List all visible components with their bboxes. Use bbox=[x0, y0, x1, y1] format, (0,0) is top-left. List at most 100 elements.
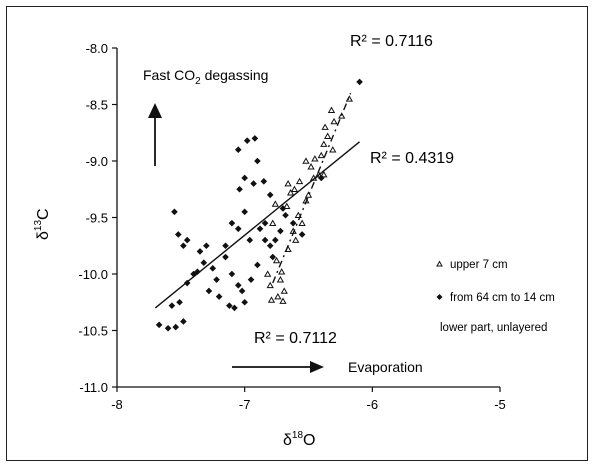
data-point-64-to-14cm bbox=[238, 287, 246, 295]
legend-diamond-marker bbox=[436, 294, 443, 300]
data-point-upper-7cm bbox=[307, 163, 315, 170]
right-arrow bbox=[232, 361, 324, 373]
data-point-64-to-14cm bbox=[277, 227, 284, 235]
trendline-all bbox=[154, 141, 361, 309]
data-point-upper-7cm bbox=[266, 281, 274, 289]
data-point-64-to-14cm bbox=[183, 279, 191, 287]
x-tick-label: -8 bbox=[111, 397, 123, 412]
data-point-upper-7cm bbox=[263, 270, 272, 277]
data-point-upper-7cm bbox=[330, 117, 338, 125]
legend-upper-label: upper 7 cm bbox=[450, 259, 508, 271]
data-point-64-to-14cm bbox=[247, 276, 255, 283]
data-point-upper-7cm bbox=[338, 112, 346, 119]
data-point-64-to-14cm bbox=[209, 265, 217, 272]
data-point-64-to-14cm bbox=[236, 185, 243, 193]
data-point-64-to-14cm bbox=[261, 236, 269, 244]
data-point-64-to-14cm bbox=[226, 302, 233, 309]
evaporation-label: Evaporation bbox=[348, 359, 423, 375]
data-point-upper-7cm bbox=[323, 132, 332, 139]
data-point-64-to-14cm bbox=[243, 137, 251, 144]
legend-triangle-marker bbox=[436, 260, 443, 267]
data-point-64-to-14cm bbox=[241, 298, 248, 306]
data-point-64-to-14cm bbox=[172, 323, 180, 331]
legend-note: lower part, unlayered bbox=[440, 322, 547, 334]
r2-mid-label: R² = 0.4319 bbox=[370, 150, 454, 167]
data-point-upper-7cm bbox=[276, 276, 285, 283]
data-point-upper-7cm bbox=[272, 256, 281, 264]
data-point-upper-7cm bbox=[286, 189, 295, 196]
data-point-64-to-14cm bbox=[194, 268, 201, 276]
y-tick-label: -9.0 bbox=[86, 154, 108, 169]
data-point-upper-7cm bbox=[320, 170, 328, 178]
data-point-64-to-14cm bbox=[251, 135, 259, 142]
data-point-upper-7cm bbox=[320, 140, 328, 147]
data-point-64-to-14cm bbox=[215, 293, 223, 300]
data-point-64-to-14cm bbox=[261, 219, 269, 227]
data-point-64-to-14cm bbox=[260, 178, 268, 185]
data-point-64-to-14cm bbox=[234, 225, 242, 233]
data-point-64-to-14cm bbox=[282, 211, 289, 219]
legend: upper 7 cm from 64 cm to 14 cm lower par… bbox=[436, 259, 555, 334]
y-tick-label: -10.5 bbox=[78, 324, 108, 339]
data-point-64-to-14cm bbox=[200, 259, 208, 266]
x-tick-label: -7 bbox=[239, 397, 251, 412]
r2-top-label: R² = 0.7116 bbox=[350, 33, 433, 50]
data-point-upper-7cm bbox=[284, 245, 292, 252]
y-tick-label: -11.0 bbox=[79, 380, 108, 395]
r2-bottom-label: R² = 0.7112 bbox=[254, 330, 337, 347]
data-point-64-to-14cm bbox=[228, 219, 236, 227]
data-point-upper-7cm bbox=[315, 170, 323, 178]
data-point-64-to-14cm bbox=[180, 242, 187, 250]
data-point-64-to-14cm bbox=[213, 276, 220, 283]
data-point-64-to-14cm bbox=[356, 78, 363, 86]
data-point-upper-7cm bbox=[302, 196, 310, 204]
data-point-upper-7cm bbox=[298, 219, 306, 226]
data-point-64-to-14cm bbox=[222, 253, 229, 261]
data-point-64-to-14cm bbox=[228, 270, 236, 278]
data-point-upper-7cm bbox=[290, 185, 299, 193]
data-point-64-to-14cm bbox=[168, 302, 176, 309]
y-tick-label: -8.5 bbox=[86, 98, 108, 113]
data-point-64-to-14cm bbox=[272, 236, 279, 244]
data-point-64-to-14cm bbox=[289, 219, 297, 227]
y-tick-label: -10.0 bbox=[78, 267, 108, 282]
data-point-upper-7cm bbox=[289, 227, 297, 234]
data-point-upper-7cm bbox=[280, 287, 288, 294]
data-point-upper-7cm bbox=[321, 123, 329, 130]
data-point-upper-7cm bbox=[304, 191, 313, 198]
data-point-upper-7cm bbox=[274, 292, 282, 300]
data-point-64-to-14cm bbox=[231, 304, 238, 312]
fast-degassing-label: Fast CO2 degassing bbox=[143, 67, 268, 87]
data-point-upper-7cm bbox=[269, 219, 277, 226]
data-point-64-to-14cm bbox=[234, 282, 242, 289]
data-point-64-to-14cm bbox=[256, 225, 264, 233]
data-point-upper-7cm bbox=[309, 174, 318, 181]
data-point-upper-7cm bbox=[278, 268, 286, 275]
data-point-64-to-14cm bbox=[269, 253, 277, 261]
data-point-64-to-14cm bbox=[183, 236, 191, 244]
legend-lower-label: from 64 cm to 14 cm bbox=[450, 292, 555, 304]
data-point-64-to-14cm bbox=[254, 261, 261, 269]
data-point-64-to-14cm bbox=[250, 180, 257, 187]
up-arrow bbox=[148, 103, 162, 166]
data-point-64-to-14cm bbox=[241, 174, 248, 182]
x-tick-label: -5 bbox=[494, 397, 506, 412]
data-point-upper-7cm bbox=[295, 177, 304, 185]
data-point-64-to-14cm bbox=[222, 242, 229, 250]
x-tick-label: -6 bbox=[367, 397, 379, 412]
data-point-64-to-14cm bbox=[176, 298, 183, 306]
data-point-64-to-14cm bbox=[266, 242, 274, 250]
y-tick-label: -9.5 bbox=[86, 211, 108, 226]
data-point-64-to-14cm bbox=[279, 205, 287, 212]
data-point-64-to-14cm bbox=[246, 236, 254, 244]
data-point-64-to-14cm bbox=[234, 146, 242, 153]
data-point-64-to-14cm bbox=[241, 208, 248, 216]
data-point-upper-7cm bbox=[294, 211, 302, 219]
data-point-64-to-14cm bbox=[180, 318, 187, 325]
data-point-upper-7cm bbox=[317, 151, 325, 159]
data-point-upper-7cm bbox=[329, 146, 337, 153]
data-point-64-to-14cm bbox=[205, 287, 213, 295]
data-point-upper-7cm bbox=[267, 296, 276, 303]
figure-frame bbox=[6, 6, 588, 461]
